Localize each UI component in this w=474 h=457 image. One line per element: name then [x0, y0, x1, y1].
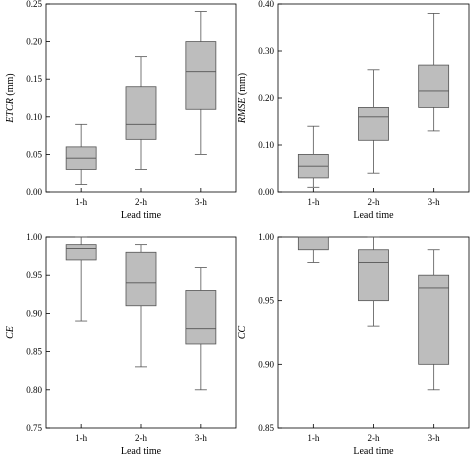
panel-2-ytick-label: 0.40	[258, 0, 274, 9]
panel-4-ytick-label: 0.85	[258, 423, 274, 433]
panel-3-box	[65, 244, 97, 261]
panel-1-ytick-label: 0.00	[26, 187, 42, 197]
panel-2-xtick-label: 1-h	[307, 197, 319, 207]
panel-2-xlabel: Lead time	[353, 210, 394, 221]
panel-1-xlabel: Lead time	[121, 210, 162, 221]
panel-3-xtick-label: 3-h	[195, 433, 207, 443]
panel-4-xtick-label: 1-h	[307, 433, 319, 443]
panel-2-ytick-label: 0.30	[258, 46, 274, 56]
panel-4-xtick-label: 2-h	[368, 433, 380, 443]
panel-2-ylabel: RMSE (mm)	[237, 73, 248, 124]
panel-2-ytick-label: 0.20	[258, 93, 274, 103]
panel-1-ytick-label: 0.20	[26, 37, 42, 47]
panel-2-box	[418, 64, 450, 108]
panel-3-ylabel: CE	[5, 326, 16, 339]
panel-1-xtick-label: 2-h	[135, 197, 147, 207]
panel-1-xtick-label: 3-h	[195, 197, 207, 207]
panel-1-ytick-label: 0.25	[26, 0, 42, 9]
panel-4-box	[297, 236, 329, 251]
panel-4-xlabel: Lead time	[353, 446, 394, 457]
panel-3-ytick-label: 0.85	[26, 347, 42, 357]
panel-2-xtick-label: 3-h	[428, 197, 440, 207]
panel-1-ytick-label: 0.05	[26, 149, 42, 159]
panel-3-ytick-label: 0.95	[26, 270, 42, 280]
panel-3-xtick-label: 2-h	[135, 433, 147, 443]
panel-2-box	[358, 107, 389, 141]
panel-1-ytick-label: 0.15	[26, 74, 42, 84]
panel-1-box	[125, 86, 157, 140]
panel-2-ytick-label: 0.10	[258, 140, 274, 150]
panel-4-box	[418, 274, 450, 365]
panel-3-ytick-label: 1.00	[26, 232, 42, 242]
panel-3-xtick-label: 1-h	[75, 433, 87, 443]
panel-3-ytick-label: 0.75	[26, 423, 42, 433]
panel-2-ytick-label: 0.00	[258, 187, 274, 197]
panel-1-ytick-label: 0.10	[26, 112, 42, 122]
panel-2-xtick-label: 2-h	[368, 197, 380, 207]
panel-4-ytick-label: 0.95	[258, 296, 274, 306]
panel-3-xlabel: Lead time	[121, 446, 162, 457]
panel-1-box	[185, 41, 217, 110]
panel-3-ytick-label: 0.80	[26, 385, 42, 395]
panel-3-box	[185, 290, 217, 345]
panel-1-ylabel: ETCR (mm)	[5, 73, 16, 123]
panel-3-ytick-label: 0.90	[26, 308, 42, 318]
panel-3-box	[125, 251, 157, 307]
panel-4-xtick-label: 3-h	[428, 433, 440, 443]
panel-4-ytick-label: 1.00	[258, 232, 274, 242]
panel-4-ylabel: CC	[237, 326, 248, 340]
panel-1-xtick-label: 1-h	[75, 197, 87, 207]
panel-4-ytick-label: 0.90	[258, 359, 274, 369]
panel-4-box	[358, 249, 389, 302]
